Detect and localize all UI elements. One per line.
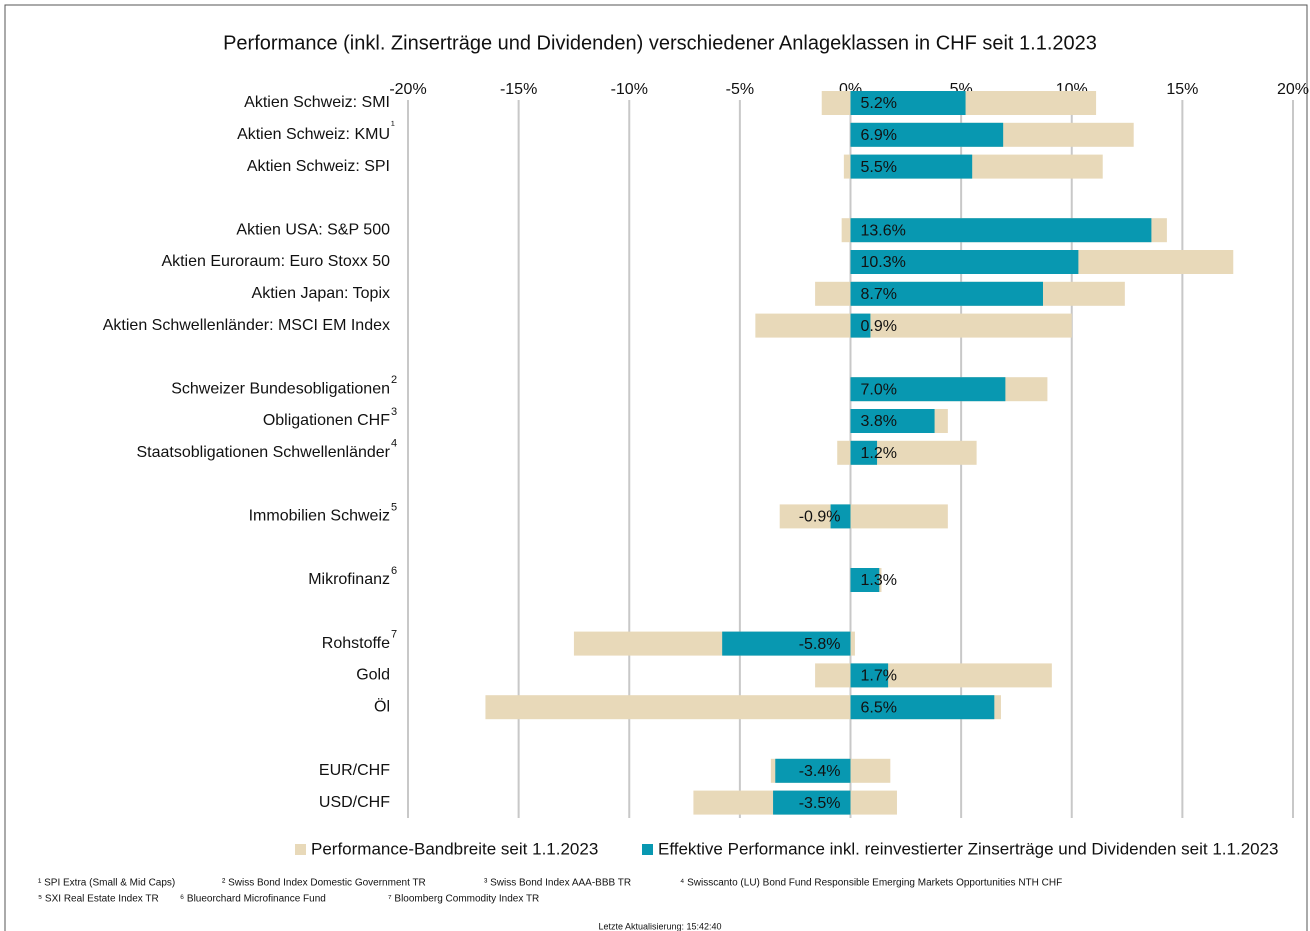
category-note: 7 (391, 629, 397, 641)
frame (4, 4, 1308, 931)
category-label: Aktien USA: S&P 500 (236, 221, 390, 238)
category-note: 2 (391, 374, 397, 386)
category-label: USD/CHF (319, 794, 390, 811)
x-tick-label: 15% (1166, 81, 1198, 98)
category-label: Aktien Japan: Topix (252, 285, 390, 302)
category-note: 6 (391, 565, 397, 577)
footnote: ⁵ SXI Real Estate Index TR (38, 894, 159, 905)
category-note: 3 (391, 406, 397, 418)
value-label: 10.3% (861, 254, 906, 271)
performance-bar (830, 504, 851, 529)
category-label: Aktien Schweiz: SMI (244, 94, 390, 111)
x-tick-label: -20% (389, 81, 426, 98)
performance-bar (773, 790, 851, 815)
x-tick-label: -15% (500, 81, 537, 98)
value-label: 13.6% (861, 222, 906, 239)
value-label: 5.5% (861, 159, 897, 176)
performance-bar (850, 377, 1006, 402)
chart-title: Performance (inkl. Zinserträge und Divid… (223, 32, 1097, 54)
performance-bar (850, 440, 878, 465)
category-label: EUR/CHF (319, 762, 390, 779)
category-label: Staatsobligationen Schwellenländer (136, 444, 390, 461)
category-label: Aktien Schwellenländer: MSCI EM Index (103, 317, 390, 334)
performance-bar (850, 409, 935, 433)
category-label: Öl (374, 697, 390, 715)
footnote: ³ Swiss Bond Index AAA-BBB TR (484, 878, 631, 889)
category-label: Gold (356, 667, 390, 684)
category-label: Schweizer Bundesobligationen (171, 380, 390, 397)
value-label: -3.5% (799, 795, 841, 812)
legend-label: Effektive Performance inkl. reinvestiert… (658, 839, 1279, 858)
performance-bar (775, 758, 851, 783)
performance-bar (850, 281, 1043, 306)
legend-swatch (642, 844, 653, 855)
value-label: 6.9% (861, 127, 897, 144)
performance-bar (850, 154, 973, 179)
category-label: Aktien Euroraum: Euro Stoxx 50 (161, 253, 390, 270)
footnote: ⁴ Swisscanto (LU) Bond Fund Responsible … (680, 878, 1062, 889)
performance-bar (850, 313, 871, 338)
footnote: ⁷ Bloomberg Commodity Index TR (388, 894, 539, 905)
value-label: -5.8% (799, 636, 841, 653)
x-tick-label: 20% (1277, 81, 1309, 98)
category-note: ¹ (391, 120, 395, 132)
value-label: 7.0% (861, 381, 897, 398)
x-tick-label: -5% (726, 81, 754, 98)
update-note: Letzte Aktualisierung: 15:42:40 (598, 921, 721, 931)
value-label: 5.2% (861, 95, 897, 112)
category-label: Rohstoffe (322, 635, 390, 652)
category-note: 5 (391, 501, 397, 513)
category-label: Aktien Schweiz: SPI (247, 158, 390, 175)
legend-swatch (295, 844, 306, 855)
performance-bar (850, 250, 1079, 274)
performance-bar (850, 91, 966, 115)
performance-bar (722, 631, 851, 656)
footnote: ² Swiss Bond Index Domestic Government T… (222, 878, 426, 889)
category-note: 4 (391, 438, 397, 450)
value-label: 6.5% (861, 699, 897, 716)
performance-bar (850, 122, 1004, 147)
performance-bar (850, 218, 1152, 243)
performance-bar (850, 663, 889, 688)
legend-label: Performance-Bandbreite seit 1.1.2023 (311, 839, 598, 858)
category-label: Mikrofinanz (308, 571, 390, 588)
value-label: 1.3% (861, 572, 897, 589)
value-label: 1.7% (861, 668, 897, 685)
value-label: 3.8% (861, 413, 897, 430)
category-label: Immobilien Schweiz (249, 508, 390, 525)
category-label: Obligationen CHF (263, 412, 390, 429)
performance-bar (850, 568, 880, 592)
performance-bar (850, 695, 995, 720)
x-tick-label: -10% (611, 81, 648, 98)
range-bar (779, 504, 948, 529)
value-label: -0.9% (799, 509, 841, 526)
value-label: 1.2% (861, 445, 897, 462)
category-label: Aktien Schweiz: KMU (237, 126, 390, 143)
value-label: 0.9% (861, 318, 897, 335)
value-label: -3.4% (799, 763, 841, 780)
footnote: ¹ SPI Extra (Small & Mid Caps) (38, 878, 175, 889)
footnote: ⁶ Blueorchard Microfinance Fund (180, 894, 326, 905)
value-label: 8.7% (861, 286, 897, 303)
range-bar (755, 313, 1072, 338)
